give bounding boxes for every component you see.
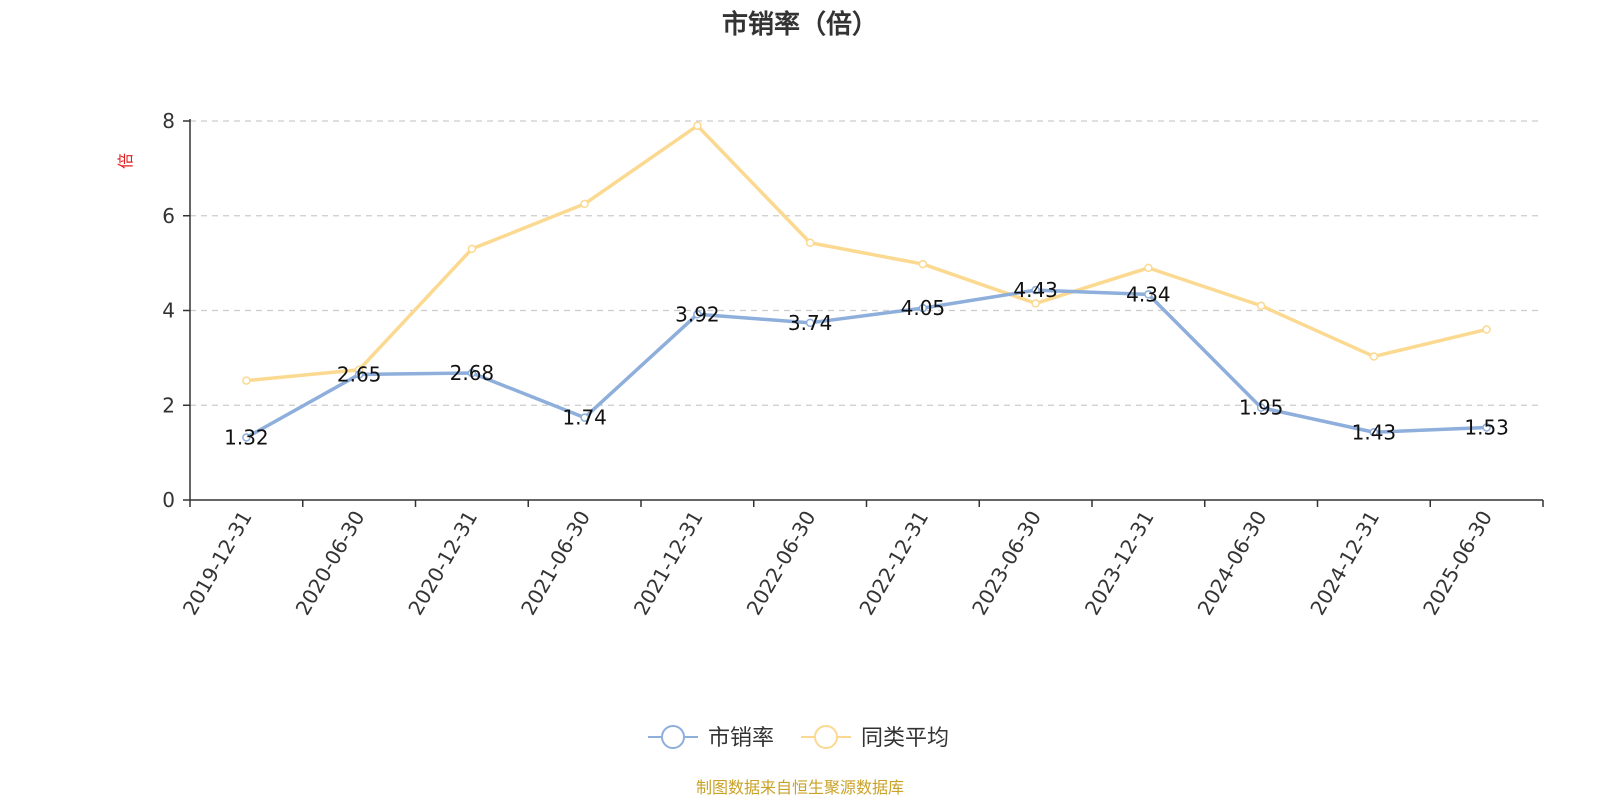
series-line-市销率 [244, 288, 1489, 440]
x-tick-label-2020-12-31: 2020-12-31 [403, 507, 482, 620]
y-tick-label-8: 8 [162, 109, 175, 133]
x-tick-label-2021-12-31: 2021-12-31 [629, 507, 708, 620]
data-point-同类平均-2020-12-31 [467, 244, 477, 254]
y-tick-label-2: 2 [162, 393, 175, 417]
data-point-同类平均-2022-06-30 [805, 238, 815, 248]
data-point-同类平均-2022-12-31 [918, 259, 928, 269]
series-line-同类平均 [244, 123, 1489, 383]
x-tick-label-2022-12-31: 2022-12-31 [854, 507, 933, 620]
data-label-2020-12-31: 2.68 [450, 361, 495, 385]
data-labels: 1.32 2.65 2.68 1.74 3.92 3.74 4.05 4.43 4.34 1.95… [224, 278, 1509, 449]
data-point-市销率-2024-06-30 [1256, 403, 1266, 412]
legend-marker-同类平均 [814, 725, 838, 749]
y-tick-label-6: 6 [162, 204, 175, 228]
x-tick-label-2019-12-31: 2019-12-31 [178, 507, 257, 620]
data-source-note: 制图数据来自恒生聚源数据库 [696, 778, 904, 797]
data-label-2021-12-31: 3.92 [675, 302, 720, 326]
data-point-市销率-2022-06-30 [805, 318, 815, 328]
data-label-2024-12-31: 1.43 [1352, 420, 1397, 444]
x-tick-label-2021-06-30: 2021-06-30 [516, 507, 595, 620]
data-point-同类平均-2021-12-31 [693, 121, 702, 130]
y-axis-unit-label: 倍 [116, 153, 135, 169]
x-tick-label-2023-12-31: 2023-12-31 [1080, 507, 1159, 620]
legend-marker-市销率 [661, 725, 685, 749]
x-tick-label-2024-06-30: 2024-06-30 [1193, 507, 1272, 620]
data-label-2019-12-31: 1.32 [224, 425, 269, 449]
x-tick-label-2023-06-30: 2023-06-30 [967, 507, 1046, 620]
data-point-市销率-2021-12-31 [693, 310, 702, 319]
data-point-同类平均-2024-06-30 [1256, 301, 1266, 311]
y-tick-label-0: 0 [162, 488, 175, 512]
data-point-市销率-2024-12-31 [1369, 428, 1379, 437]
data-label-2023-12-31: 4.34 [1126, 282, 1171, 306]
legend-item-市销率[interactable]: 市销率 [648, 725, 774, 751]
x-tick-label-2025-06-30: 2025-06-30 [1418, 507, 1497, 620]
data-label-2020-06-30: 2.65 [337, 362, 382, 386]
data-point-同类平均-2023-12-31 [1144, 263, 1153, 273]
data-point-同类平均-2024-12-31 [1369, 352, 1379, 361]
y-tick-label-4: 4 [162, 299, 175, 323]
legend-item-同类平均[interactable]: 同类平均 [801, 725, 949, 751]
data-point-市销率-2023-12-31 [1144, 290, 1153, 299]
data-label-2022-06-30: 3.74 [788, 311, 833, 335]
data-point-同类平均-2021-06-30 [580, 199, 589, 209]
data-label-2021-06-30: 1.74 [562, 406, 607, 430]
x-tick-label-2020-06-30: 2020-06-30 [291, 507, 370, 620]
data-label-2022-12-31: 4.05 [901, 296, 946, 320]
legend-label-市销率: 市销率 [708, 726, 774, 751]
x-tick-label-2024-12-31: 2024-12-31 [1305, 507, 1384, 620]
data-point-市销率-2025-06-30 [1482, 423, 1491, 432]
data-point-市销率-2020-06-30 [354, 370, 364, 379]
data-label-2024-06-30: 1.95 [1239, 396, 1284, 420]
data-point-同类平均-2025-06-30 [1482, 325, 1491, 334]
data-point-同类平均-2019-12-31 [242, 376, 251, 385]
data-point-市销率-2023-06-30 [1031, 285, 1040, 295]
data-point-市销率-2021-06-30 [580, 413, 589, 422]
data-point-市销率-2019-12-31 [242, 433, 251, 442]
legend[interactable]: 市销率 同类平均 [648, 725, 949, 751]
data-point-市销率-2020-12-31 [467, 368, 477, 378]
data-label-2023-06-30: 4.43 [1013, 278, 1058, 302]
data-label-2025-06-30: 1.53 [1464, 416, 1509, 440]
data-point-市销率-2022-12-31 [918, 303, 928, 313]
legend-label-同类平均: 同类平均 [861, 726, 949, 751]
chart-title: 市销率（倍） [722, 9, 878, 40]
x-tick-label-2022-06-30: 2022-06-30 [742, 507, 821, 620]
series-group [242, 121, 1491, 442]
grid-lines [190, 120, 1543, 406]
data-point-同类平均-2023-06-30 [1031, 299, 1040, 308]
